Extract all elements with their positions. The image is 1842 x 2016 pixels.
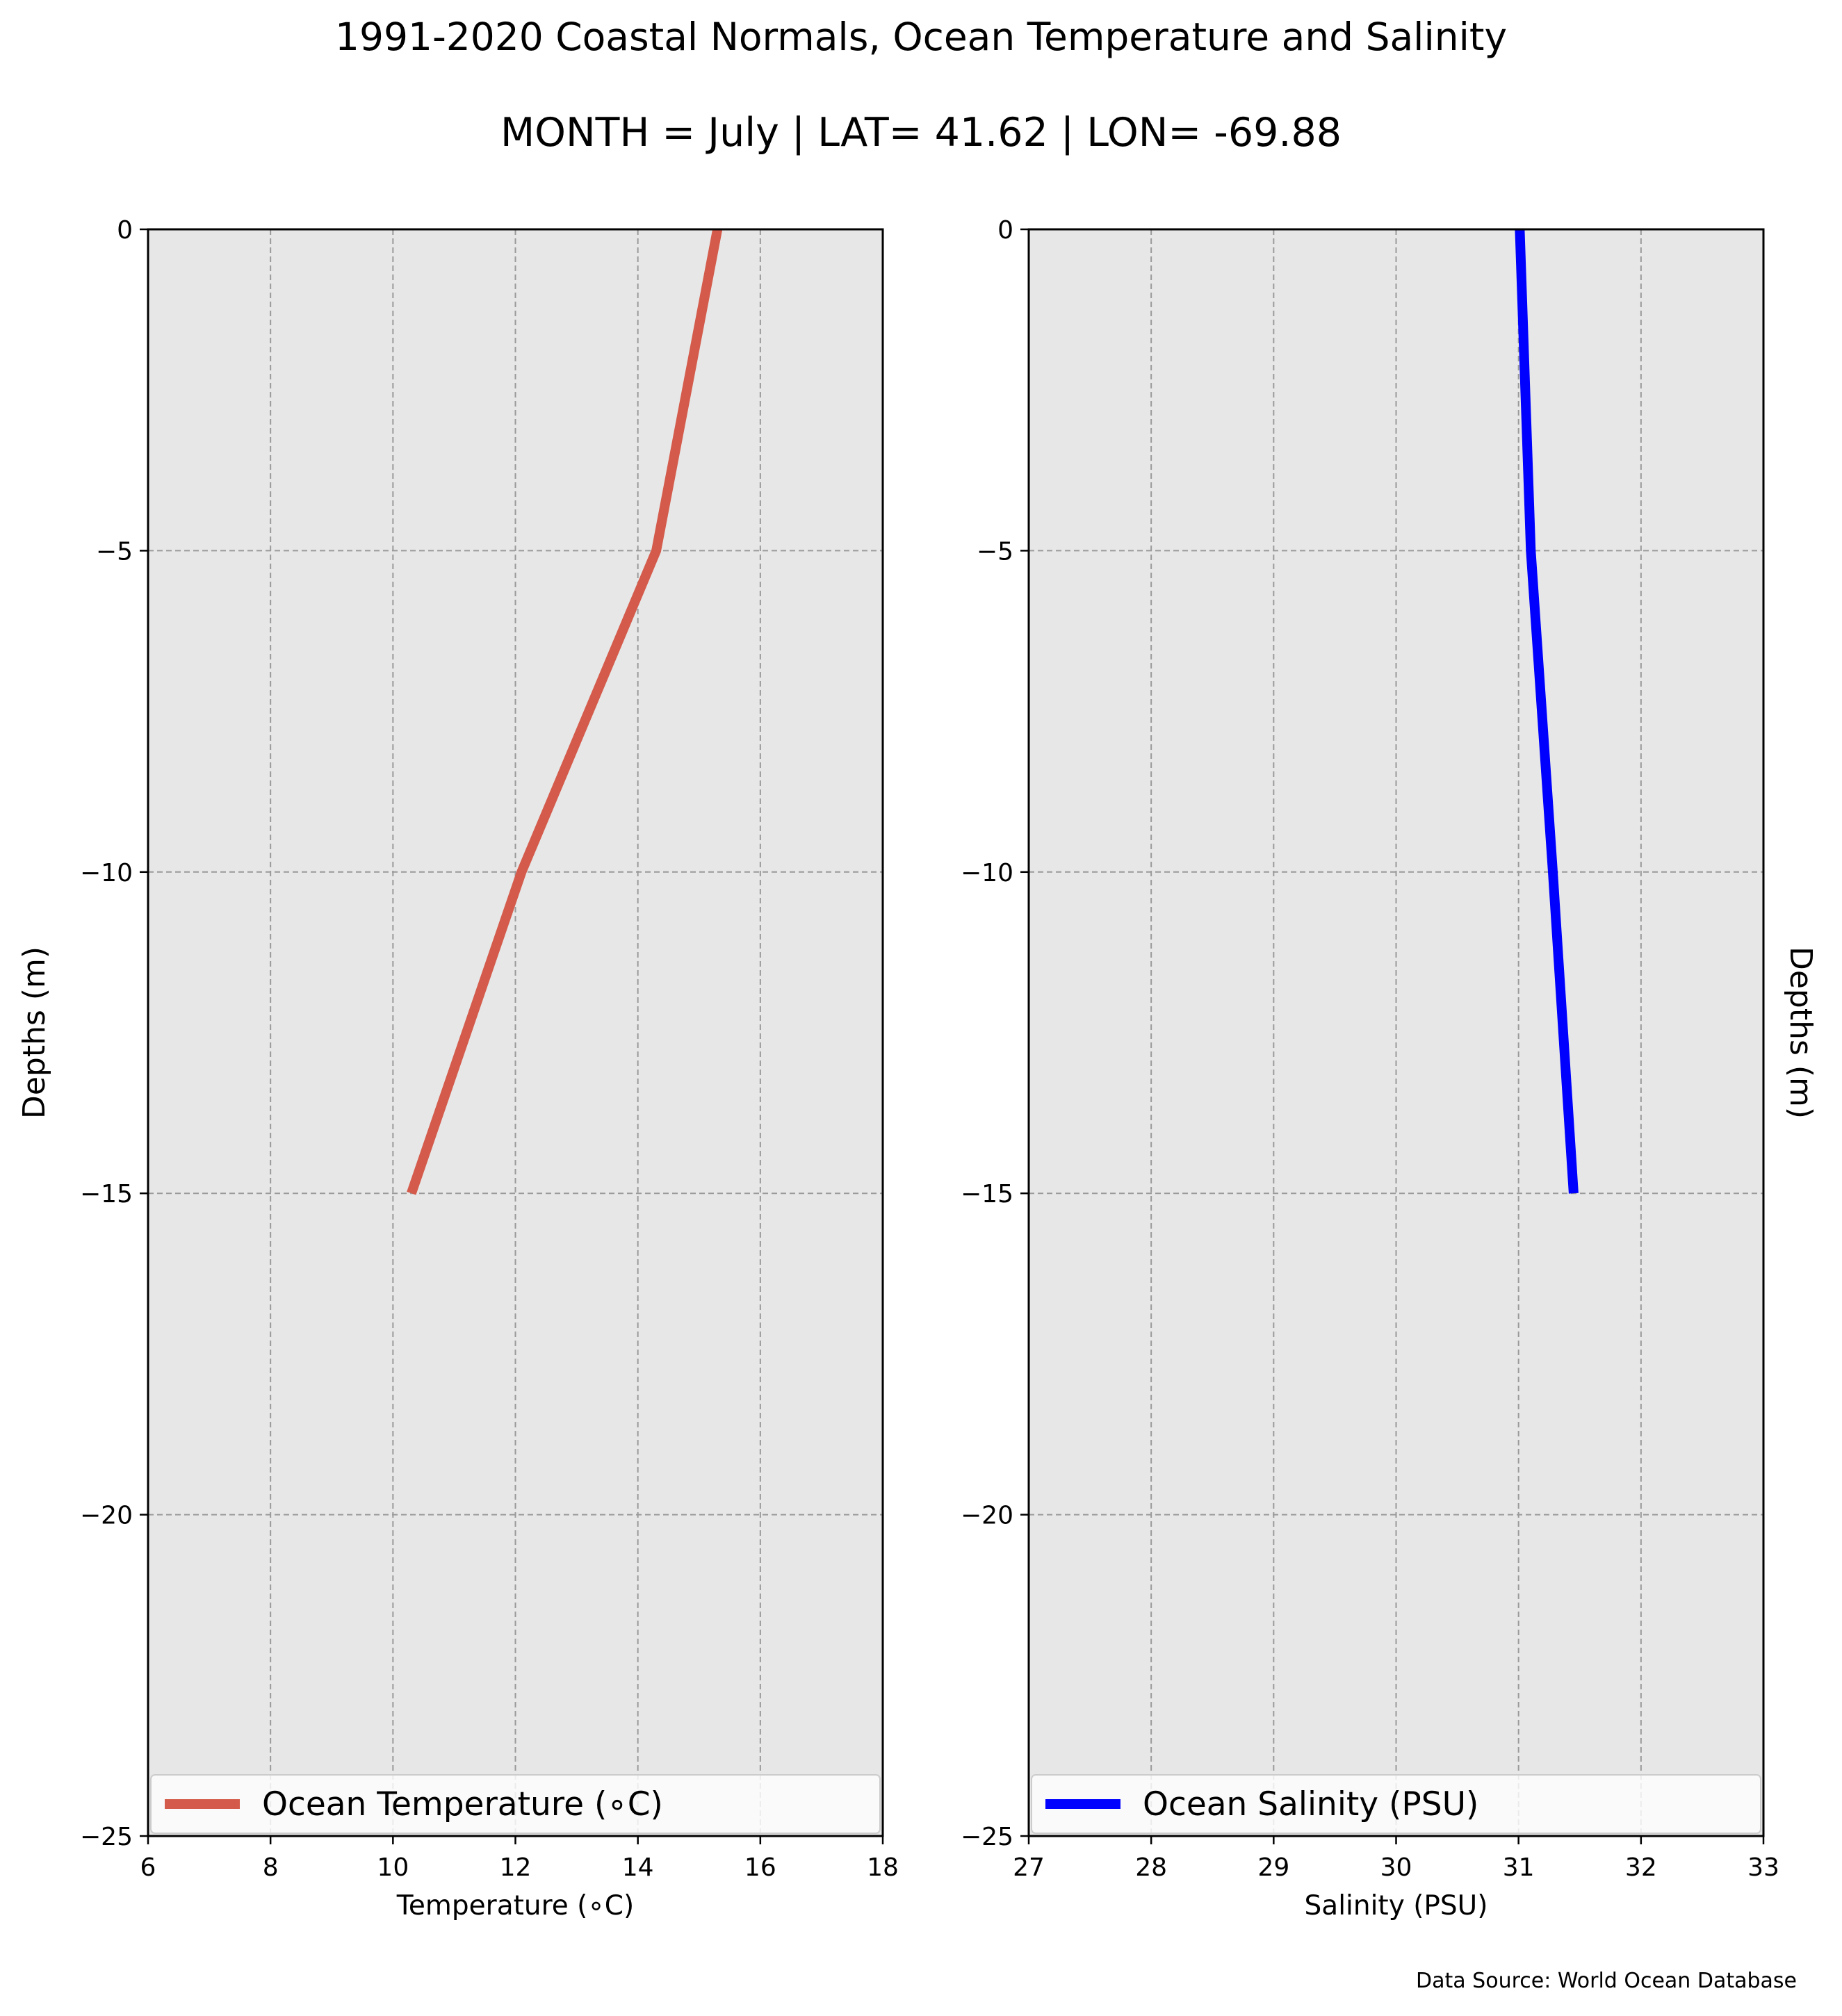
x-tick-label: 8 xyxy=(263,1853,279,1882)
x-tick-label: 29 xyxy=(1257,1853,1289,1882)
y-tick-label: −20 xyxy=(961,1502,1013,1530)
y-tick-label: −5 xyxy=(96,537,133,566)
data-source-note: Data Source: World Ocean Database xyxy=(1416,1969,1797,1993)
legend: Ocean Temperature (∘C) xyxy=(150,1774,881,1834)
series-line xyxy=(407,228,723,1195)
y-tick-label: −10 xyxy=(80,859,133,887)
legend-label: Ocean Temperature (∘C) xyxy=(262,1785,663,1824)
y-tick-label: −10 xyxy=(961,859,1013,887)
x-tick-label: 14 xyxy=(622,1853,654,1882)
legend-box xyxy=(150,1774,881,1834)
x-tick-label: 12 xyxy=(500,1853,532,1882)
legend-label: Ocean Salinity (PSU) xyxy=(1143,1785,1478,1824)
x-tick-label: 18 xyxy=(867,1853,899,1882)
x-tick-label: 6 xyxy=(140,1853,156,1882)
figure-title: 1991-2020 Coastal Normals, Ocean Tempera… xyxy=(335,15,1507,59)
x-tick-label: 10 xyxy=(377,1853,409,1882)
x-tick-label: 28 xyxy=(1135,1853,1167,1882)
legend: Ocean Salinity (PSU) xyxy=(1031,1774,1761,1834)
x-tick-label: 33 xyxy=(1747,1853,1779,1882)
x-tick-label: 27 xyxy=(1013,1853,1045,1882)
y-axis-label: Depths (m) xyxy=(17,946,52,1119)
series-line xyxy=(1515,229,1579,1194)
x-axis-label: Salinity (PSU) xyxy=(1305,1890,1488,1921)
temperature-panel: 6 8 10 12 14 16 18 0 −5 −10 −15 −20 −25 Temperature (… xyxy=(17,216,899,1921)
x-tick-label: 32 xyxy=(1625,1853,1657,1882)
salinity-panel: 27 28 29 30 31 32 33 0 −5 −10 −15 −20 −25 Salinity (P… xyxy=(961,216,1818,1921)
x-tick-label: 30 xyxy=(1380,1853,1412,1882)
y-axis-label: Depths (m) xyxy=(1783,946,1818,1119)
figure-subtitle: MONTH = July | LAT= 41.62 | LON= -69.88 xyxy=(500,110,1342,156)
x-axis-label: Temperature (∘C) xyxy=(396,1890,635,1921)
x-tick-label: 16 xyxy=(744,1853,776,1882)
y-tick-label: −25 xyxy=(961,1823,1013,1851)
y-tick-label: −5 xyxy=(977,537,1013,566)
y-tick-label: −25 xyxy=(80,1823,133,1851)
y-tick-label: −15 xyxy=(80,1180,133,1208)
y-tick-label: −20 xyxy=(80,1502,133,1530)
y-tick-label: 0 xyxy=(997,216,1013,245)
x-tick-label: 31 xyxy=(1503,1853,1535,1882)
y-tick-label: −15 xyxy=(961,1180,1013,1208)
legend-box xyxy=(1031,1774,1761,1834)
y-tick-label: 0 xyxy=(117,216,133,245)
